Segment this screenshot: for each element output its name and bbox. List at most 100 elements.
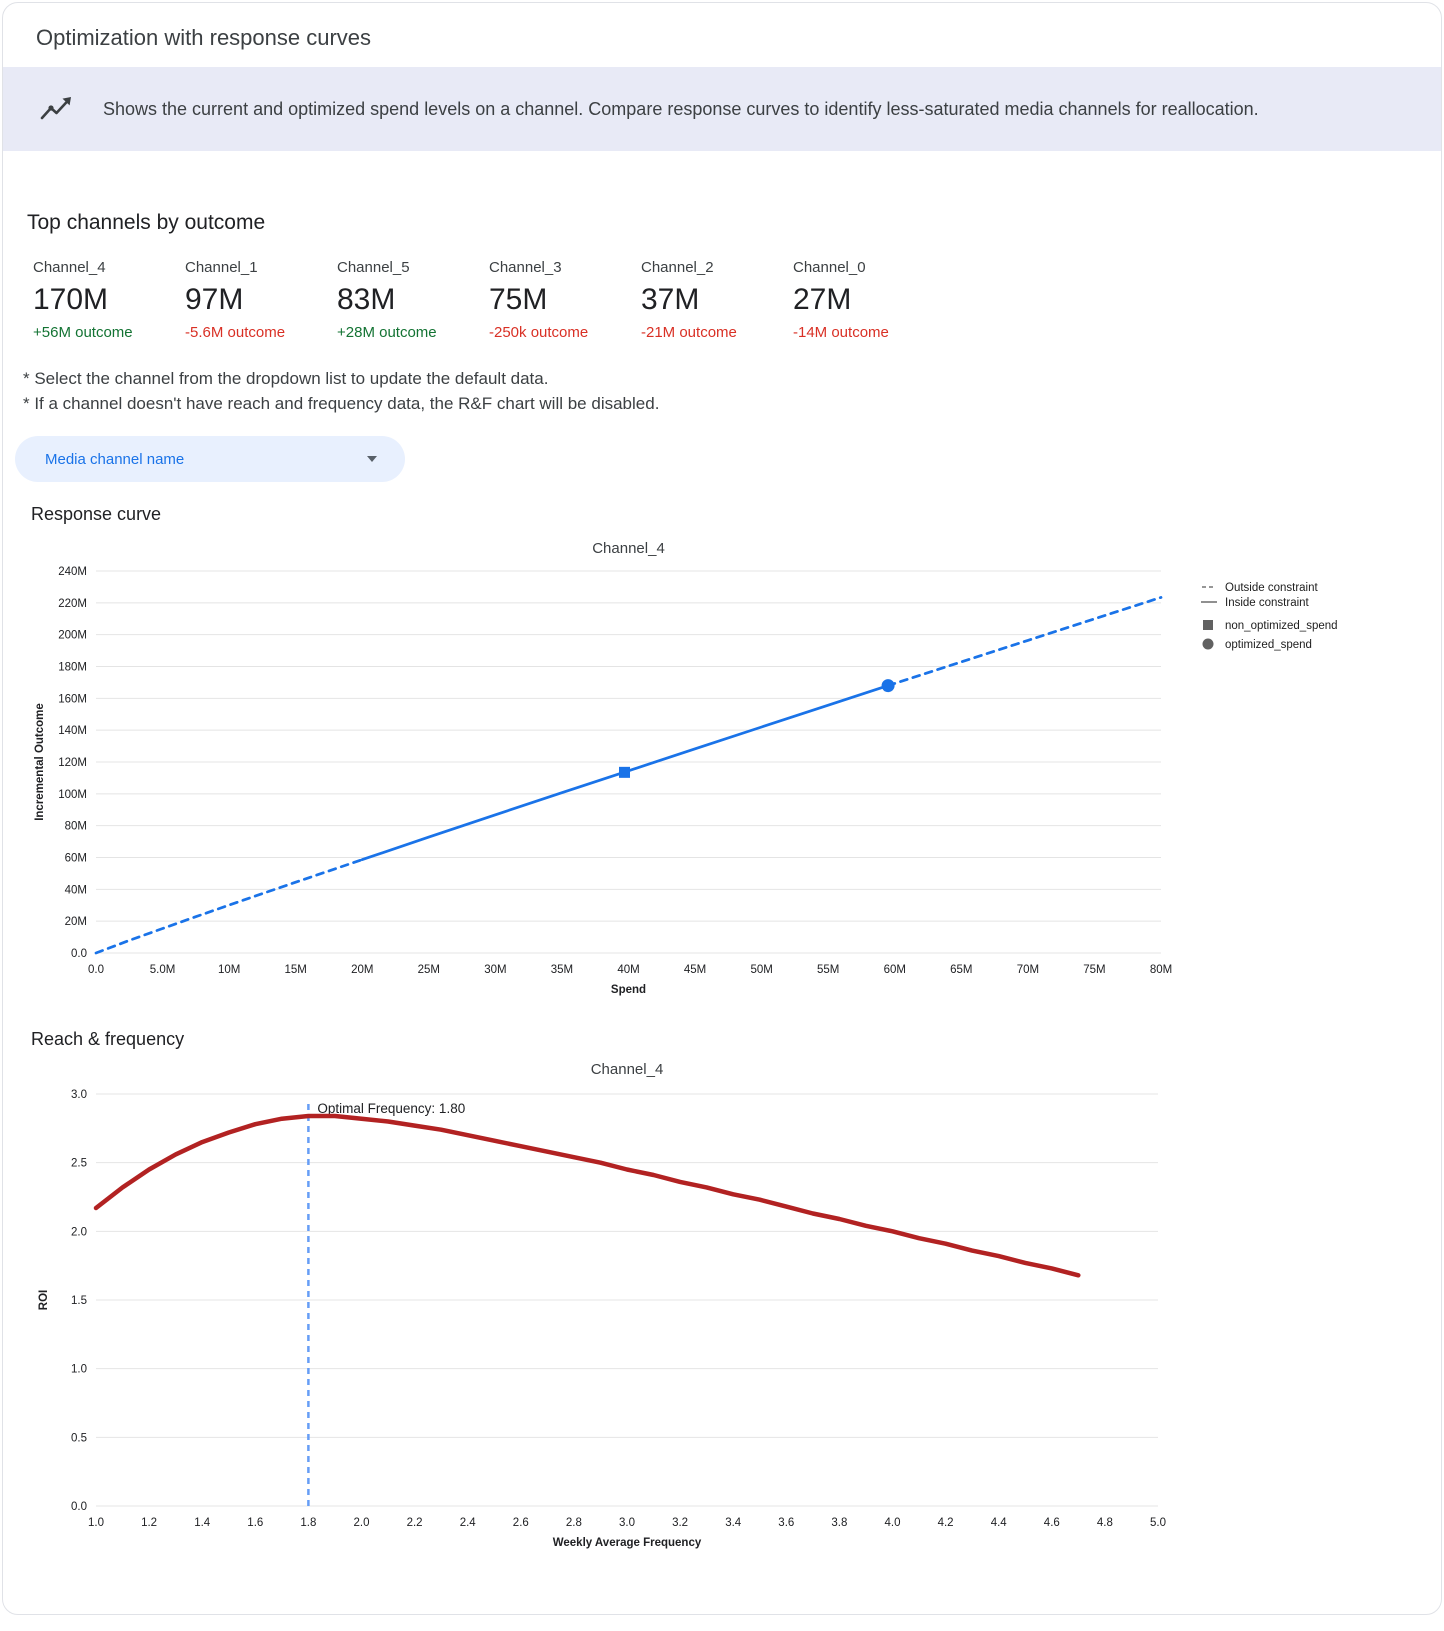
svg-text:4.2: 4.2 xyxy=(938,1517,954,1529)
channel-card: Channel_4 170M +56M outcome xyxy=(33,259,185,341)
banner-text: Shows the current and optimized spend le… xyxy=(103,98,1259,119)
svg-text:45M: 45M xyxy=(684,964,706,976)
svg-text:1.0: 1.0 xyxy=(88,1517,104,1529)
channel-name: Channel_1 xyxy=(185,259,258,276)
svg-text:4.8: 4.8 xyxy=(1097,1517,1113,1529)
svg-text:optimized_spend: optimized_spend xyxy=(1225,639,1312,651)
svg-text:20M: 20M xyxy=(351,964,373,976)
channel-card: Channel_1 97M -5.6M outcome xyxy=(185,259,337,341)
svg-text:1.8: 1.8 xyxy=(300,1517,316,1529)
note-line-2: * If a channel doesn't have reach and fr… xyxy=(23,393,660,413)
svg-text:4.6: 4.6 xyxy=(1044,1517,1060,1529)
svg-text:55M: 55M xyxy=(817,964,839,976)
svg-text:2.8: 2.8 xyxy=(566,1517,582,1529)
svg-text:5.0M: 5.0M xyxy=(150,964,176,976)
svg-text:50M: 50M xyxy=(750,964,772,976)
svg-text:2.0: 2.0 xyxy=(71,1227,87,1239)
svg-text:80M: 80M xyxy=(1150,964,1172,976)
channel-name: Channel_0 xyxy=(793,259,866,276)
svg-text:200M: 200M xyxy=(58,630,87,642)
svg-text:25M: 25M xyxy=(418,964,440,976)
svg-text:4.0: 4.0 xyxy=(885,1517,901,1529)
svg-text:3.2: 3.2 xyxy=(672,1517,688,1529)
svg-text:3.6: 3.6 xyxy=(778,1517,794,1529)
reach-frequency-chart: 0.0 0.5 1.0 1.5 2.0 2.5 3.0 1.0 1.2 1.4 1.6 1.8 2.0 2… xyxy=(38,1061,1166,1549)
channel-outcome-value: 37M xyxy=(641,283,700,316)
trending-up-icon xyxy=(39,94,75,124)
svg-text:65M: 65M xyxy=(950,964,972,976)
svg-text:Channel_4: Channel_4 xyxy=(591,1061,664,1078)
top-channels-row: Channel_4 170M +56M outcome Channel_1 97M -5.… xyxy=(33,259,1417,341)
svg-text:120M: 120M xyxy=(58,757,87,769)
svg-text:75M: 75M xyxy=(1083,964,1105,976)
svg-text:Optimal Frequency: 1.80: Optimal Frequency: 1.80 xyxy=(317,1101,465,1116)
svg-text:60M: 60M xyxy=(884,964,906,976)
note-line-1: * Select the channel from the dropdown l… xyxy=(23,369,549,388)
svg-text:40M: 40M xyxy=(617,964,639,976)
svg-text:0.5: 0.5 xyxy=(71,1433,87,1445)
media-channel-dropdown[interactable]: Media channel name xyxy=(15,436,405,483)
svg-text:1.0: 1.0 xyxy=(71,1364,87,1376)
svg-text:1.2: 1.2 xyxy=(141,1517,157,1529)
channel-outcome-delta: -14M outcome xyxy=(793,324,889,341)
channel-name: Channel_2 xyxy=(641,259,714,276)
svg-text:70M: 70M xyxy=(1017,964,1039,976)
channel-outcome-delta: -21M outcome xyxy=(641,324,737,341)
svg-text:Outside constraint: Outside constraint xyxy=(1225,582,1318,594)
svg-text:240M: 240M xyxy=(58,566,87,578)
svg-text:140M: 140M xyxy=(58,725,87,737)
channel-card: Channel_2 37M -21M outcome xyxy=(641,259,793,341)
response-curve-chart: 0.0 20M 40M 60M 80M 100M 120M 140M 160M 180M 200M 2… xyxy=(34,540,1338,996)
svg-text:60M: 60M xyxy=(65,853,87,865)
svg-text:Incremental Outcome: Incremental Outcome xyxy=(34,703,46,821)
channel-outcome-value: 170M xyxy=(33,283,109,316)
svg-text:Channel_4: Channel_4 xyxy=(592,540,665,557)
channel-name: Channel_4 xyxy=(33,259,106,276)
top-channels-heading: Top channels by outcome xyxy=(27,211,266,234)
channel-outcome-delta: -250k outcome xyxy=(489,324,589,341)
svg-text:2.0: 2.0 xyxy=(354,1517,370,1529)
svg-text:3.8: 3.8 xyxy=(831,1517,847,1529)
svg-text:Inside constraint: Inside constraint xyxy=(1225,597,1310,609)
svg-text:40M: 40M xyxy=(65,885,87,897)
svg-text:5.0: 5.0 xyxy=(1150,1517,1166,1529)
svg-text:35M: 35M xyxy=(551,964,573,976)
svg-text:15M: 15M xyxy=(285,964,307,976)
channel-name: Channel_5 xyxy=(337,259,410,276)
channel-outcome-value: 27M xyxy=(793,283,852,316)
svg-text:1.5: 1.5 xyxy=(71,1295,87,1307)
svg-text:30M: 30M xyxy=(484,964,506,976)
response-curve-heading: Response curve xyxy=(31,504,162,525)
svg-text:0.0: 0.0 xyxy=(88,964,104,976)
svg-text:2.4: 2.4 xyxy=(460,1517,477,1529)
svg-text:1.6: 1.6 xyxy=(247,1517,263,1529)
svg-text:100M: 100M xyxy=(58,789,87,801)
svg-text:220M: 220M xyxy=(58,598,87,610)
channel-card: Channel_3 75M -250k outcome xyxy=(489,259,641,341)
svg-text:80M: 80M xyxy=(65,821,87,833)
svg-text:ROI: ROI xyxy=(38,1290,50,1310)
channel-card: Channel_0 27M -14M outcome xyxy=(793,259,945,341)
svg-text:3.4: 3.4 xyxy=(725,1517,742,1529)
svg-text:non_optimized_spend: non_optimized_spend xyxy=(1225,620,1338,632)
svg-text:1.4: 1.4 xyxy=(194,1517,211,1529)
channel-outcome-value: 83M xyxy=(337,283,396,316)
svg-text:Spend: Spend xyxy=(611,984,646,996)
channel-outcome-delta: -5.6M outcome xyxy=(185,324,286,341)
svg-text:4.4: 4.4 xyxy=(991,1517,1008,1529)
channel-name: Channel_3 xyxy=(489,259,562,276)
svg-text:180M: 180M xyxy=(58,662,87,674)
svg-text:160M: 160M xyxy=(58,694,87,706)
main-content: Top channels by outcome Channel_4 170M +56… xyxy=(3,151,1441,1614)
svg-text:20M: 20M xyxy=(65,916,87,928)
channel-outcome-value: 97M xyxy=(185,283,244,316)
svg-text:2.2: 2.2 xyxy=(407,1517,423,1529)
channel-outcome-delta: +56M outcome xyxy=(33,324,133,341)
page-title: Optimization with response curves xyxy=(36,25,372,50)
media-channel-dropdown-label: Media channel name xyxy=(45,450,185,468)
svg-text:0.0: 0.0 xyxy=(71,948,87,960)
svg-text:0.0: 0.0 xyxy=(71,1501,87,1513)
svg-text:3.0: 3.0 xyxy=(71,1089,87,1101)
channel-outcome-value: 75M xyxy=(489,283,548,316)
